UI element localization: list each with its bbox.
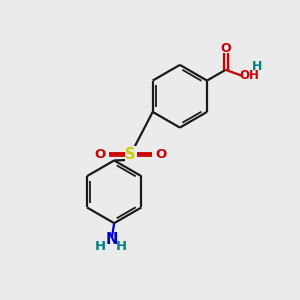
Text: O: O — [94, 148, 106, 161]
Text: N: N — [106, 232, 118, 247]
Text: S: S — [125, 147, 136, 162]
Text: OH: OH — [240, 69, 260, 82]
Text: H: H — [252, 60, 262, 73]
Text: H: H — [116, 240, 127, 253]
Text: H: H — [95, 240, 106, 253]
Text: O: O — [156, 148, 167, 161]
Text: O: O — [220, 41, 231, 55]
